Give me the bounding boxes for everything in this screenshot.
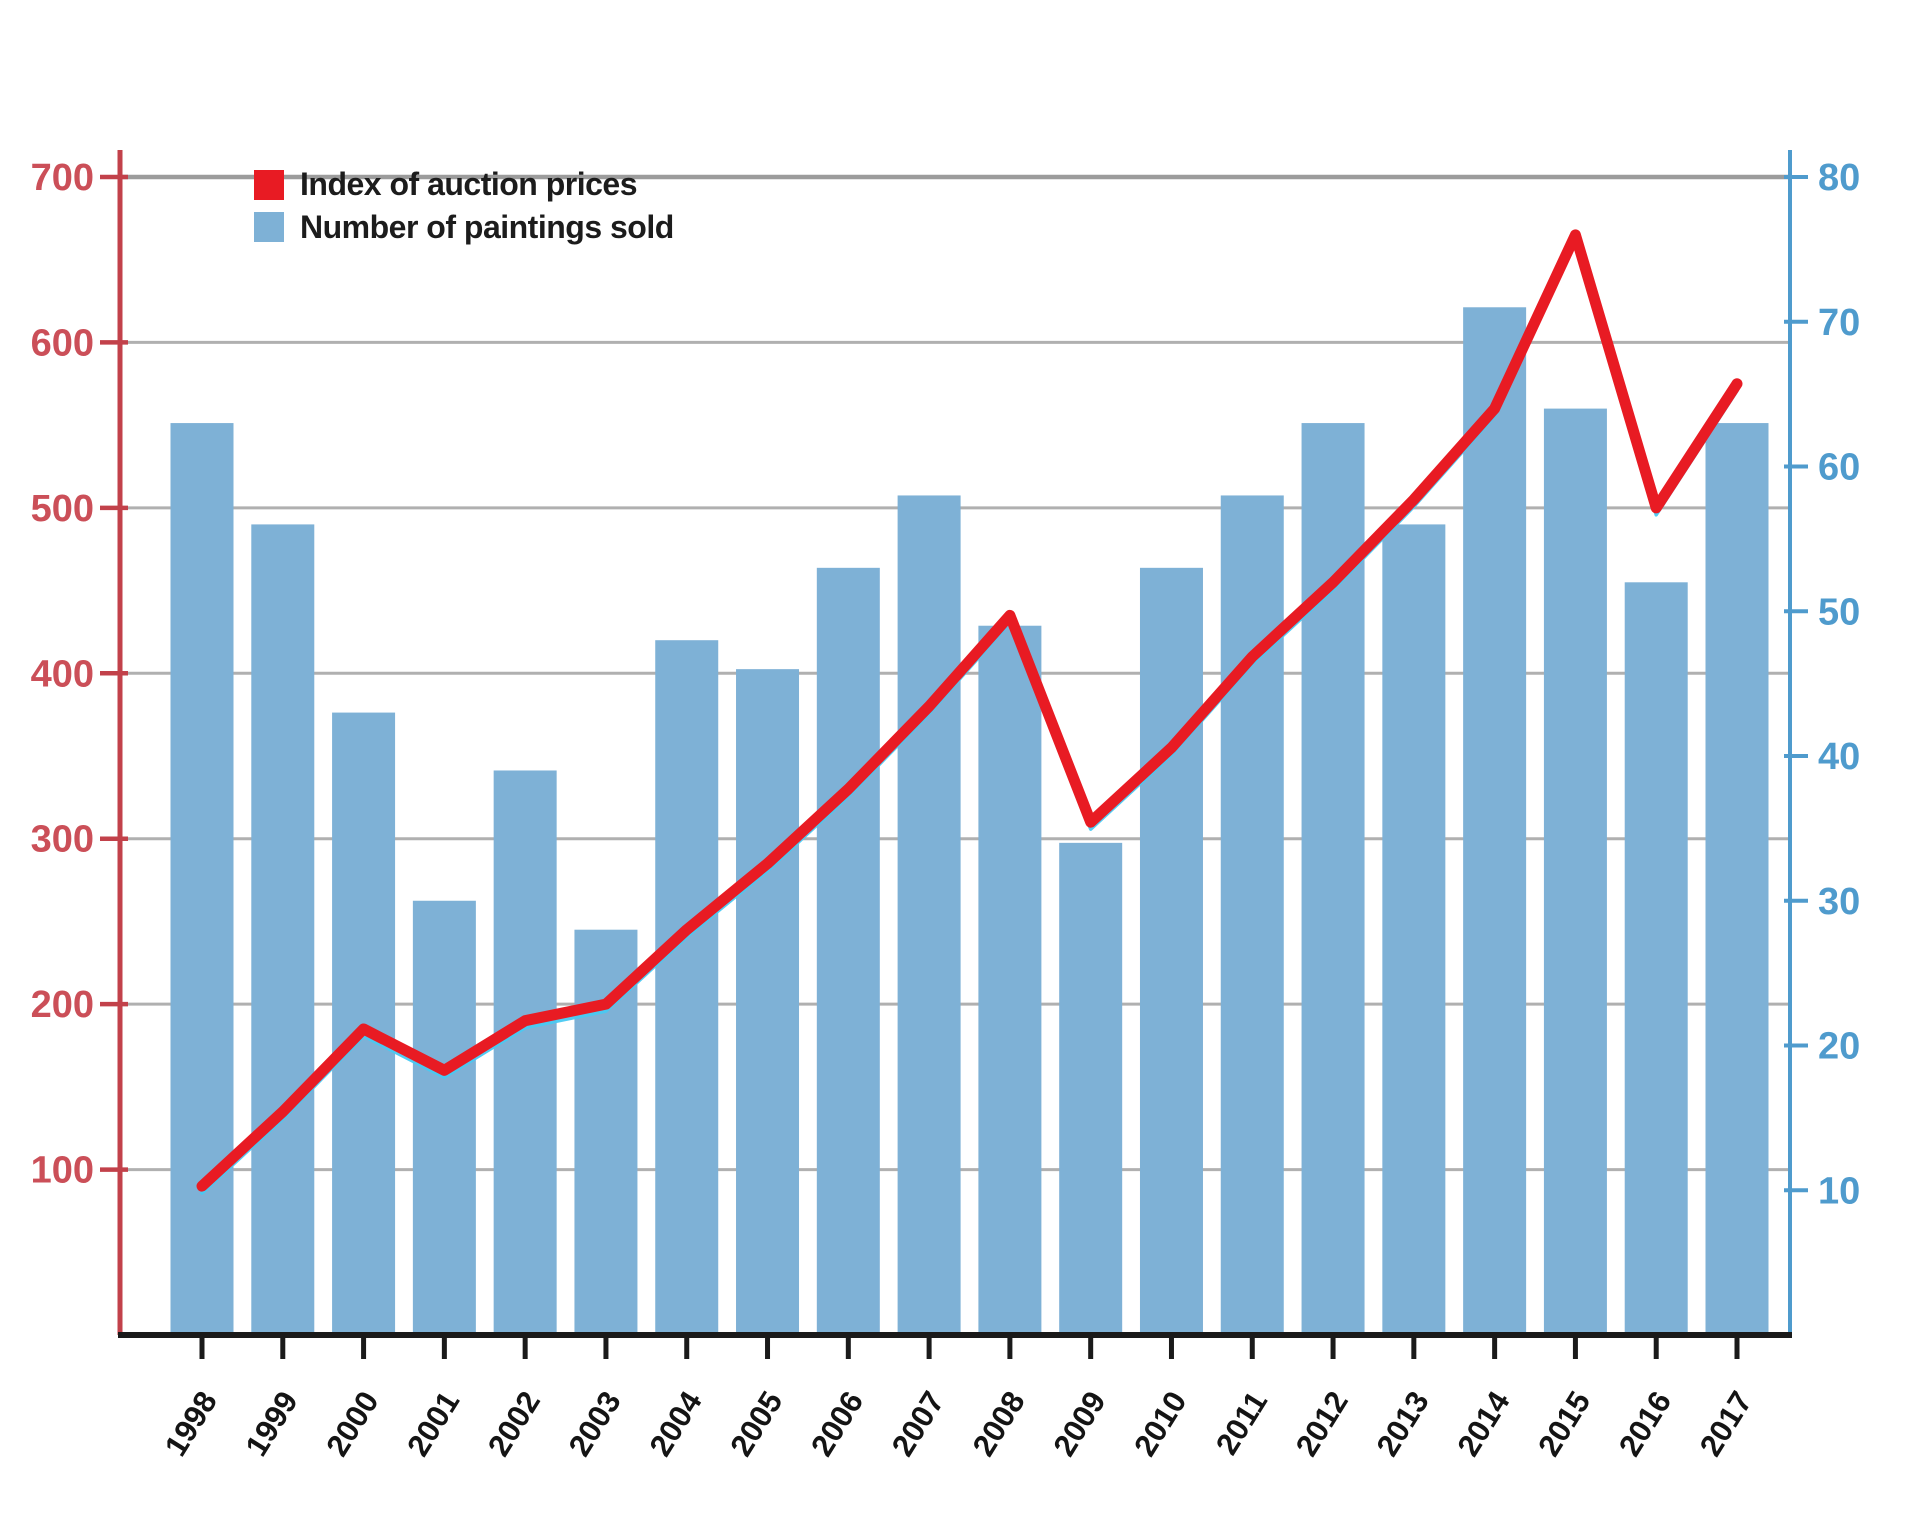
bar-2014 bbox=[1463, 307, 1527, 1335]
bar-2009 bbox=[1059, 842, 1123, 1335]
x-axis-year-label: 2009 bbox=[1046, 1385, 1112, 1462]
bar-2013 bbox=[1382, 524, 1446, 1335]
legend-item-auction-index: Index of auction prices bbox=[254, 166, 674, 202]
left-axis-label: 700 bbox=[31, 157, 94, 199]
right-axis-label: 50 bbox=[1818, 591, 1860, 633]
bar-2002 bbox=[493, 770, 557, 1335]
x-axis-year-label: 2000 bbox=[319, 1385, 385, 1462]
x-axis-year-label: 2016 bbox=[1612, 1385, 1678, 1462]
left-axis-label: 200 bbox=[31, 984, 94, 1026]
x-axis-year-label: 2011 bbox=[1209, 1385, 1274, 1461]
right-axis-label: 10 bbox=[1818, 1170, 1860, 1212]
right-axis-label: 70 bbox=[1818, 302, 1860, 344]
left-axis-label: 600 bbox=[31, 322, 94, 364]
left-axis-label: 300 bbox=[31, 819, 94, 861]
x-axis-year-label: 1999 bbox=[238, 1385, 304, 1462]
x-axis-year-label: 2003 bbox=[562, 1385, 628, 1462]
x-axis-year-label: 2017 bbox=[1693, 1385, 1759, 1462]
bar-2006 bbox=[816, 567, 880, 1335]
x-axis-year-label: 2006 bbox=[804, 1385, 870, 1462]
legend: Index of auction prices Number of painti… bbox=[254, 166, 674, 245]
x-axis-year-label: 2010 bbox=[1127, 1385, 1193, 1462]
bar-2007 bbox=[897, 495, 961, 1335]
left-axis-label: 500 bbox=[31, 488, 94, 530]
bar-2001 bbox=[412, 900, 476, 1335]
legend-item-paintings-sold: Number of paintings sold bbox=[254, 208, 674, 245]
x-axis-year-label: 2001 bbox=[400, 1385, 466, 1462]
x-axis-year-label: 2014 bbox=[1450, 1385, 1517, 1463]
x-axis-year-label: 2008 bbox=[966, 1385, 1032, 1462]
bar-1999 bbox=[251, 524, 315, 1335]
bar-2005 bbox=[736, 669, 800, 1335]
index-line bbox=[196, 229, 1743, 1192]
x-axis-year-label: 2013 bbox=[1370, 1385, 1436, 1462]
bar-1998 bbox=[170, 423, 234, 1335]
x-axis-year-label: 2005 bbox=[723, 1385, 789, 1462]
legend-swatch-red bbox=[254, 169, 284, 200]
legend-label: Index of auction prices bbox=[300, 166, 638, 202]
legend-swatch-blue bbox=[254, 212, 284, 243]
right-axis-label: 30 bbox=[1818, 881, 1860, 923]
x-axis-year-label: 1998 bbox=[158, 1385, 224, 1462]
bar-2010 bbox=[1139, 567, 1203, 1335]
left-axis-label: 100 bbox=[31, 1150, 94, 1192]
right-axis-label: 80 bbox=[1818, 157, 1860, 199]
bar-2004 bbox=[655, 640, 719, 1335]
bar-2016 bbox=[1624, 582, 1688, 1335]
bar-2008 bbox=[978, 625, 1042, 1335]
bar-2011 bbox=[1220, 495, 1284, 1335]
x-axis-year-label: 2007 bbox=[885, 1385, 951, 1462]
legend-label: Number of paintings sold bbox=[300, 208, 674, 245]
right-axis-label: 20 bbox=[1818, 1026, 1860, 1068]
x-axis-year-label: 2002 bbox=[481, 1385, 547, 1462]
bar-2015 bbox=[1543, 408, 1607, 1336]
bar-2017 bbox=[1705, 423, 1769, 1335]
left-axis-label: 400 bbox=[31, 653, 94, 695]
right-axis-label: 60 bbox=[1818, 447, 1860, 489]
x-axis-year-label: 2004 bbox=[642, 1385, 709, 1463]
x-axis-year-label: 2012 bbox=[1289, 1385, 1355, 1462]
x-axis-year-label: 2015 bbox=[1531, 1385, 1597, 1462]
right-axis-label: 40 bbox=[1818, 736, 1860, 778]
